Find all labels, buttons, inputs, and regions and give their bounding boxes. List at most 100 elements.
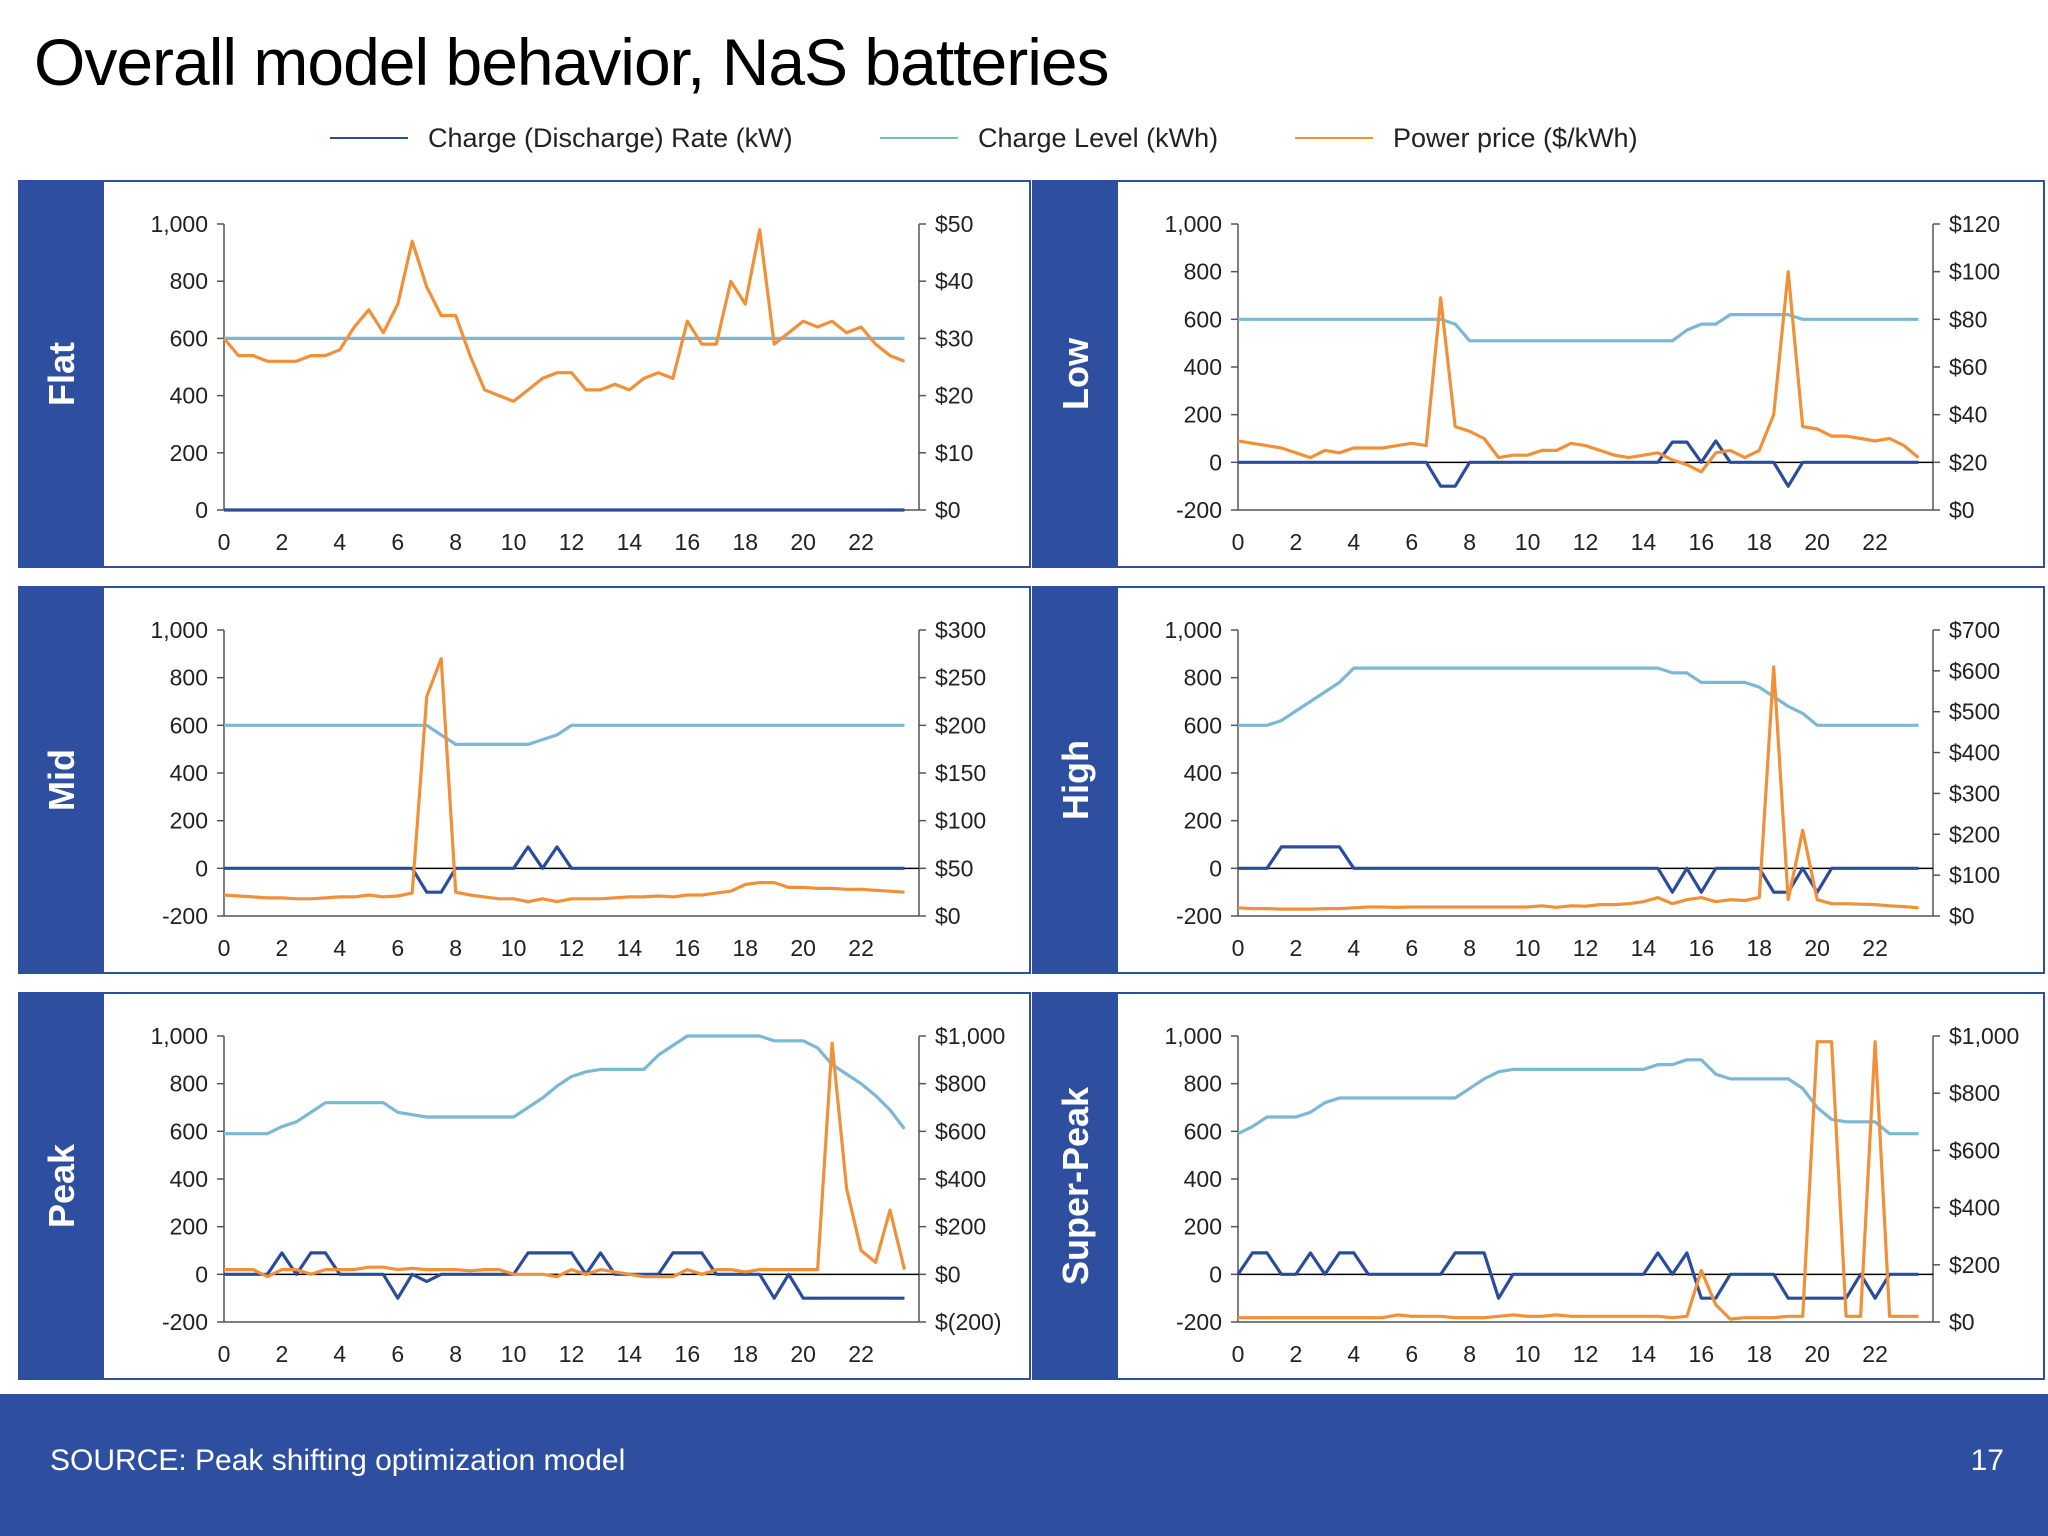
y2-tick-label: $0 (935, 1261, 961, 1287)
x-tick-label: 22 (848, 1341, 874, 1367)
x-tick-label: 20 (790, 1341, 816, 1367)
chart-panel-flat: Flat 0 200 400 600 800 1,000 $0 $10 $20 $30 $40 $50… (18, 180, 1031, 568)
series-line-charge-rate (1238, 439, 1919, 488)
y-tick-label: 400 (1184, 1166, 1222, 1192)
x-tick-label: 12 (559, 529, 585, 555)
y2-tick-label: $600 (1949, 1137, 2000, 1163)
y-tick-label: 1,000 (1164, 1023, 1222, 1049)
panel-tab: Super-Peak (1034, 994, 1118, 1378)
panel-tab: Low (1034, 182, 1118, 566)
x-tick-label: 4 (1347, 529, 1360, 555)
x-tick-label: 18 (732, 935, 758, 961)
legend-swatch-price (1295, 137, 1373, 139)
chart-panel-high: High -200 0 200 400 600 800 1,000 $0 $100 $200 $30… (1032, 586, 2045, 974)
x-tick-label: 2 (1290, 935, 1303, 961)
y2-tick-label: $1,000 (935, 1023, 1005, 1049)
y2-tick-label: $0 (1949, 903, 1975, 929)
x-tick-label: 12 (1573, 1341, 1599, 1367)
y-tick-label: 400 (170, 760, 208, 786)
y2-tick-label: $20 (935, 383, 973, 409)
series-line-power-price (222, 228, 906, 403)
x-tick-label: 6 (1405, 529, 1418, 555)
x-tick-label: 6 (391, 529, 404, 555)
chart-panel-super-peak: Super-Peak -200 0 200 400 600 800 1,000 $0 $200 $… (1032, 992, 2045, 1380)
x-tick-label: 20 (790, 529, 816, 555)
x-tick-label: 18 (1746, 529, 1772, 555)
x-tick-label: 2 (276, 935, 289, 961)
y2-tick-label: $700 (1949, 617, 2000, 643)
chart-peak: -20002004006008001,000$(200)$0$200$400$6… (150, 1023, 1005, 1367)
y-tick-label: 400 (170, 1166, 208, 1192)
y-tick-label: 600 (1184, 306, 1222, 332)
y-tick-label: 600 (170, 325, 208, 351)
series-line-power-price (1238, 1040, 1919, 1321)
x-tick-label: 20 (1804, 935, 1830, 961)
y2-tick-label: $200 (1949, 1252, 2000, 1278)
legend: Charge (Discharge) Rate (kW) Charge Leve… (0, 118, 2048, 158)
x-tick-label: 16 (1689, 935, 1715, 961)
x-tick-label: 10 (501, 935, 527, 961)
chart-high: -20002004006008001,000$0$100$200$300$400… (1164, 617, 2000, 961)
y-tick-label: 1,000 (150, 211, 208, 237)
y-tick-label: 600 (1184, 1118, 1222, 1144)
y2-tick-label: $120 (1949, 211, 2000, 237)
x-tick-label: 22 (1862, 529, 1888, 555)
y2-tick-label: $400 (935, 1166, 986, 1192)
panel-label: Low (1055, 338, 1096, 410)
y-tick-label: 200 (1184, 1214, 1222, 1240)
y-tick-label: 200 (170, 808, 208, 834)
y-tick-label: 800 (1184, 665, 1222, 691)
y-tick-label: 600 (170, 1118, 208, 1144)
x-tick-label: 16 (675, 529, 701, 555)
legend-label-level: Charge Level (kWh) (978, 122, 1219, 153)
x-tick-label: 10 (1515, 935, 1541, 961)
x-tick-label: 16 (1689, 529, 1715, 555)
x-tick-label: 4 (333, 529, 346, 555)
y-tick-label: 400 (170, 383, 208, 409)
y2-tick-label: $(200) (935, 1309, 1001, 1335)
x-tick-label: 6 (1405, 935, 1418, 961)
y2-tick-label: $0 (1949, 1309, 1975, 1335)
page-title: Overall model behavior, NaS batteries (34, 25, 1110, 99)
y2-tick-label: $800 (1949, 1080, 2000, 1106)
x-tick-label: 0 (218, 1341, 231, 1367)
x-tick-label: 4 (333, 935, 346, 961)
page-number: 17 (1970, 1444, 2004, 1477)
y-tick-label: -200 (1176, 903, 1222, 929)
y2-tick-label: $10 (935, 440, 973, 466)
y2-tick-label: $600 (1949, 658, 2000, 684)
chart-panel-low: Low -200 0 200 400 600 800 1,000 $0 $20 $40 $60 $80… (1032, 180, 2045, 568)
x-tick-label: 22 (1862, 935, 1888, 961)
series-line-charge-rate (1238, 845, 1919, 894)
y2-tick-label: $60 (1949, 354, 1987, 380)
panel-label: Super-Peak (1055, 1086, 1096, 1286)
y2-tick-label: $0 (935, 497, 961, 523)
x-tick-label: 2 (1290, 1341, 1303, 1367)
legend-label-rate: Charge (Discharge) Rate (kW) (428, 122, 793, 153)
x-tick-label: 4 (1347, 1341, 1360, 1367)
series-line-power-price (224, 1041, 907, 1279)
y-tick-label: -200 (162, 903, 208, 929)
x-tick-label: 12 (559, 935, 585, 961)
x-tick-label: 18 (732, 529, 758, 555)
legend-item-level: Charge Level (kWh) (880, 118, 1218, 158)
x-tick-label: 22 (848, 529, 874, 555)
y-tick-label: 800 (170, 665, 208, 691)
y2-tick-label: $100 (1949, 862, 2000, 888)
y2-tick-label: $150 (935, 760, 986, 786)
x-tick-label: 8 (449, 1341, 462, 1367)
x-tick-label: 14 (617, 1341, 643, 1367)
x-tick-label: 8 (1463, 935, 1476, 961)
y2-tick-label: $200 (935, 1214, 986, 1240)
source-note: SOURCE: Peak shifting optimization model (50, 1444, 626, 1477)
series-line-charge-rate (1236, 1251, 1919, 1300)
y2-tick-label: $20 (1949, 449, 1987, 475)
y-tick-label: 1,000 (1164, 617, 1222, 643)
y-tick-label: 0 (195, 1261, 208, 1287)
y-tick-label: 0 (1209, 1261, 1222, 1287)
y-tick-label: 0 (195, 497, 208, 523)
x-tick-label: 16 (675, 935, 701, 961)
x-tick-label: 12 (1573, 935, 1599, 961)
y2-tick-label: $50 (935, 211, 973, 237)
y-tick-label: 400 (1184, 760, 1222, 786)
